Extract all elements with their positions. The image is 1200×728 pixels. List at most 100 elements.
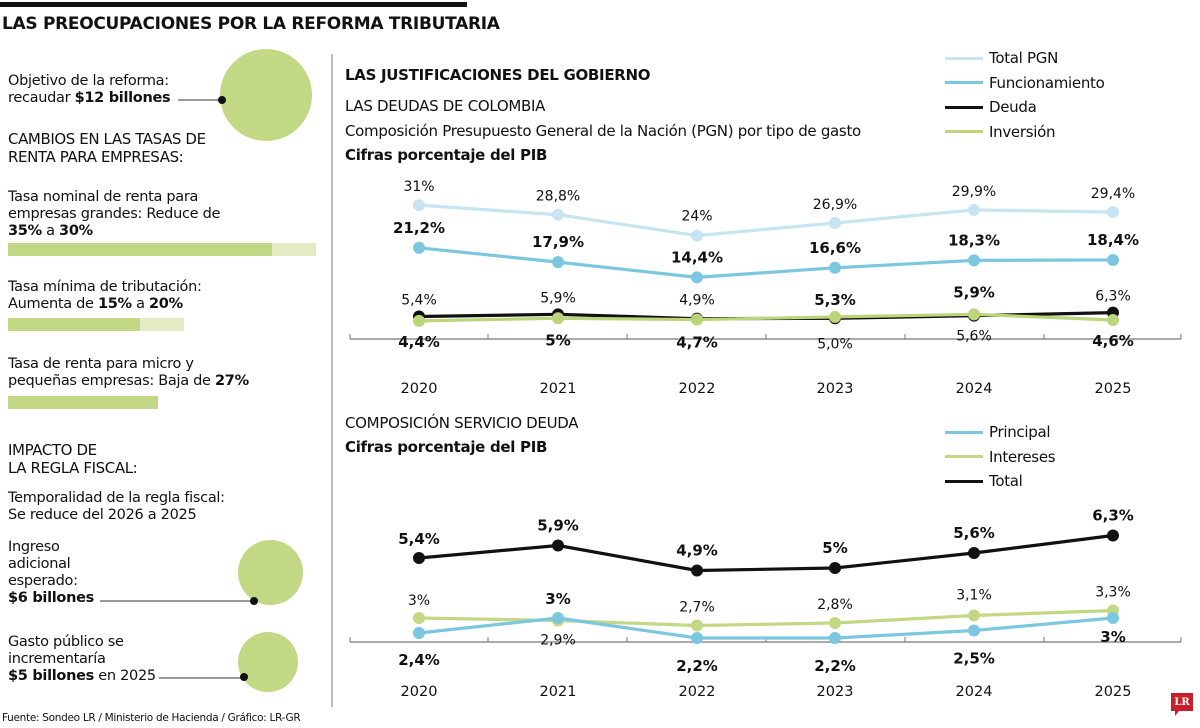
chart1-data-label: 31% <box>403 179 434 195</box>
chart1-point <box>413 199 425 212</box>
chart1-point <box>829 310 841 323</box>
chart1-data-label: 5,9% <box>540 290 576 306</box>
legend-item: Principal <box>945 423 1051 441</box>
chart1-data-label: 16,6% <box>809 239 861 257</box>
chart1-data-label: 5,3% <box>814 291 856 309</box>
chart2-data-label: 2,4% <box>398 651 440 669</box>
legend-item: Total PGN <box>945 49 1058 67</box>
legend-label: Intereses <box>989 447 1056 466</box>
chart1-data-label: 6,3% <box>1095 289 1131 305</box>
fiscal-temporality-line1: Temporalidad de la regla fiscal: <box>8 490 225 506</box>
legend-item: Inversión <box>945 123 1055 141</box>
legend-swatch <box>945 81 983 84</box>
chart2-data-label: 2,7% <box>679 600 715 616</box>
objective-amount: $12 billones <box>74 90 171 106</box>
chart1-point <box>968 203 980 216</box>
additional-income-line1: Ingreso <box>8 539 60 555</box>
chart2-x-tick-label: 2024 <box>956 684 993 700</box>
legend-label: Total <box>989 472 1023 490</box>
legend-swatch <box>945 105 983 109</box>
chart1-data-label: 5,0% <box>817 336 853 352</box>
rate-1-bar-fill <box>8 243 272 256</box>
chart1-point <box>552 256 564 269</box>
additional-income-leader-dot <box>250 597 258 605</box>
chart1-data-label: 21,2% <box>393 219 445 237</box>
public-spending-amount: $5 billones <box>8 668 94 684</box>
chart2-point <box>691 619 703 632</box>
chart1-x-tick-label: 2024 <box>956 381 993 397</box>
fiscal-heading-line1: IMPACTO DE <box>8 441 97 459</box>
rate-item-small-companies: Tasa de renta para micro y pequeñas empr… <box>8 356 249 390</box>
chart1-data-label: 14,4% <box>671 248 723 266</box>
additional-income-line2: adicional <box>8 556 71 572</box>
chart2-point <box>968 624 980 637</box>
chart2-point <box>691 632 703 644</box>
public-spending-line1: Gasto público se <box>8 634 124 650</box>
rate-2-connector: a <box>131 296 149 312</box>
rate-2-line1: Tasa mínima de tributación: <box>8 279 202 295</box>
chart1-data-label: 5% <box>545 331 570 349</box>
chart2-point <box>691 564 703 577</box>
chart1-point <box>1107 313 1119 326</box>
public-spending-line2: incrementaría <box>8 651 106 667</box>
additional-income-text: Ingreso adicional esperado: $6 billones <box>8 539 94 607</box>
chart1-series-total-pgn: 31% 28,8% 24% 26,9% 29,9% 29,4% <box>403 179 1135 242</box>
rate-1-to: 30% <box>59 223 93 239</box>
chart1-point <box>552 208 564 221</box>
chart1-point <box>1107 206 1119 219</box>
chart2-data-label: 4,9% <box>676 542 718 560</box>
chart2-series-total: 5,4% 5,9% 4,9% 5% 5,6% 6,3% <box>398 507 1134 577</box>
rates-heading-line2: RENTA PARA EMPRESAS: <box>8 148 184 166</box>
right-heading: LAS JUSTIFICACIONES DEL GOBIERNO <box>345 66 651 84</box>
chart2-data-label: 3,1% <box>956 588 992 604</box>
rate-item-large-companies: Tasa nominal de renta para empresas gran… <box>8 189 220 240</box>
chart1-data-label: 4,7% <box>676 334 718 352</box>
rate-2-to: 20% <box>149 296 183 312</box>
fiscal-temporality: Temporalidad de la regla fiscal: Se redu… <box>8 490 225 524</box>
panel-divider <box>331 54 333 707</box>
chart2-series-principal: 2,4% 3% 2,2% 2,2% 2,5% 3% <box>398 590 1126 675</box>
chart1-x-tick-label: 2021 <box>540 381 577 397</box>
additional-income-amount: $6 billones <box>8 590 94 606</box>
chart1-line <box>418 246 1114 279</box>
chart2-x-tick-label: 2022 <box>679 684 716 700</box>
chart2-line <box>418 533 1114 573</box>
legend-item: Funcionamiento <box>945 74 1105 92</box>
chart1-data-label: 4,9% <box>679 293 715 309</box>
chart1-data-label: 24% <box>681 209 712 225</box>
public-spending-bubble <box>238 632 298 692</box>
objective-leader-line <box>178 99 224 101</box>
chart2-data-label: 2,9% <box>540 633 576 649</box>
chart1-point <box>691 313 703 326</box>
rates-heading-line1: CAMBIOS EN LAS TASAS DE <box>8 130 206 148</box>
chart2-data-label: 5,4% <box>398 530 440 548</box>
legend-item: Total <box>945 472 1023 490</box>
public-spending-suffix: en 2025 <box>93 668 156 684</box>
fiscal-temporality-line2: Se reduce del 2026 a 2025 <box>8 507 197 523</box>
chart1-point <box>691 229 703 242</box>
chart2-title: COMPOSICIÓN SERVICIO DEUDA <box>345 414 579 432</box>
chart1-x-tick-label: 2020 <box>401 381 438 397</box>
legend-swatch <box>945 455 983 458</box>
rate-2-line2: Aumenta de 15% a 20% <box>8 296 202 313</box>
rate-1-bar <box>8 243 316 256</box>
chart2-x-tick-label: 2025 <box>1095 684 1132 700</box>
chart2-units: Cifras porcentaje del PIB <box>345 438 548 456</box>
rate-1-connector: a <box>41 223 60 239</box>
fiscal-heading-line2: LA REGLA FISCAL: <box>8 459 138 477</box>
chart1-series-inversión: 4,4% 5% 4,7% 5,3% 5,9% 4,6% <box>398 283 1134 351</box>
fiscal-heading: IMPACTO DE LA REGLA FISCAL: <box>8 441 138 477</box>
legend-label: Inversión <box>989 122 1056 141</box>
chart2-point <box>829 562 841 574</box>
chart1-point <box>413 241 425 254</box>
chart1-point <box>691 271 703 284</box>
rate-1-line1: Tasa nominal de renta para <box>8 189 199 205</box>
chart1-units: Cifras porcentaje del PIB <box>345 146 548 164</box>
rates-heading: CAMBIOS EN LAS TASAS DE RENTA PARA EMPRE… <box>8 130 206 166</box>
chart1-data-label: 29,4% <box>1091 186 1135 202</box>
chart1-data-label: 5,6% <box>956 329 992 345</box>
chart1-subtitle: Composición Presupuesto General de la Na… <box>345 122 861 140</box>
rate-1-from: 35% <box>8 223 42 239</box>
rate-2-bar <box>8 318 184 331</box>
chart1-data-label: 4,6% <box>1092 332 1134 350</box>
